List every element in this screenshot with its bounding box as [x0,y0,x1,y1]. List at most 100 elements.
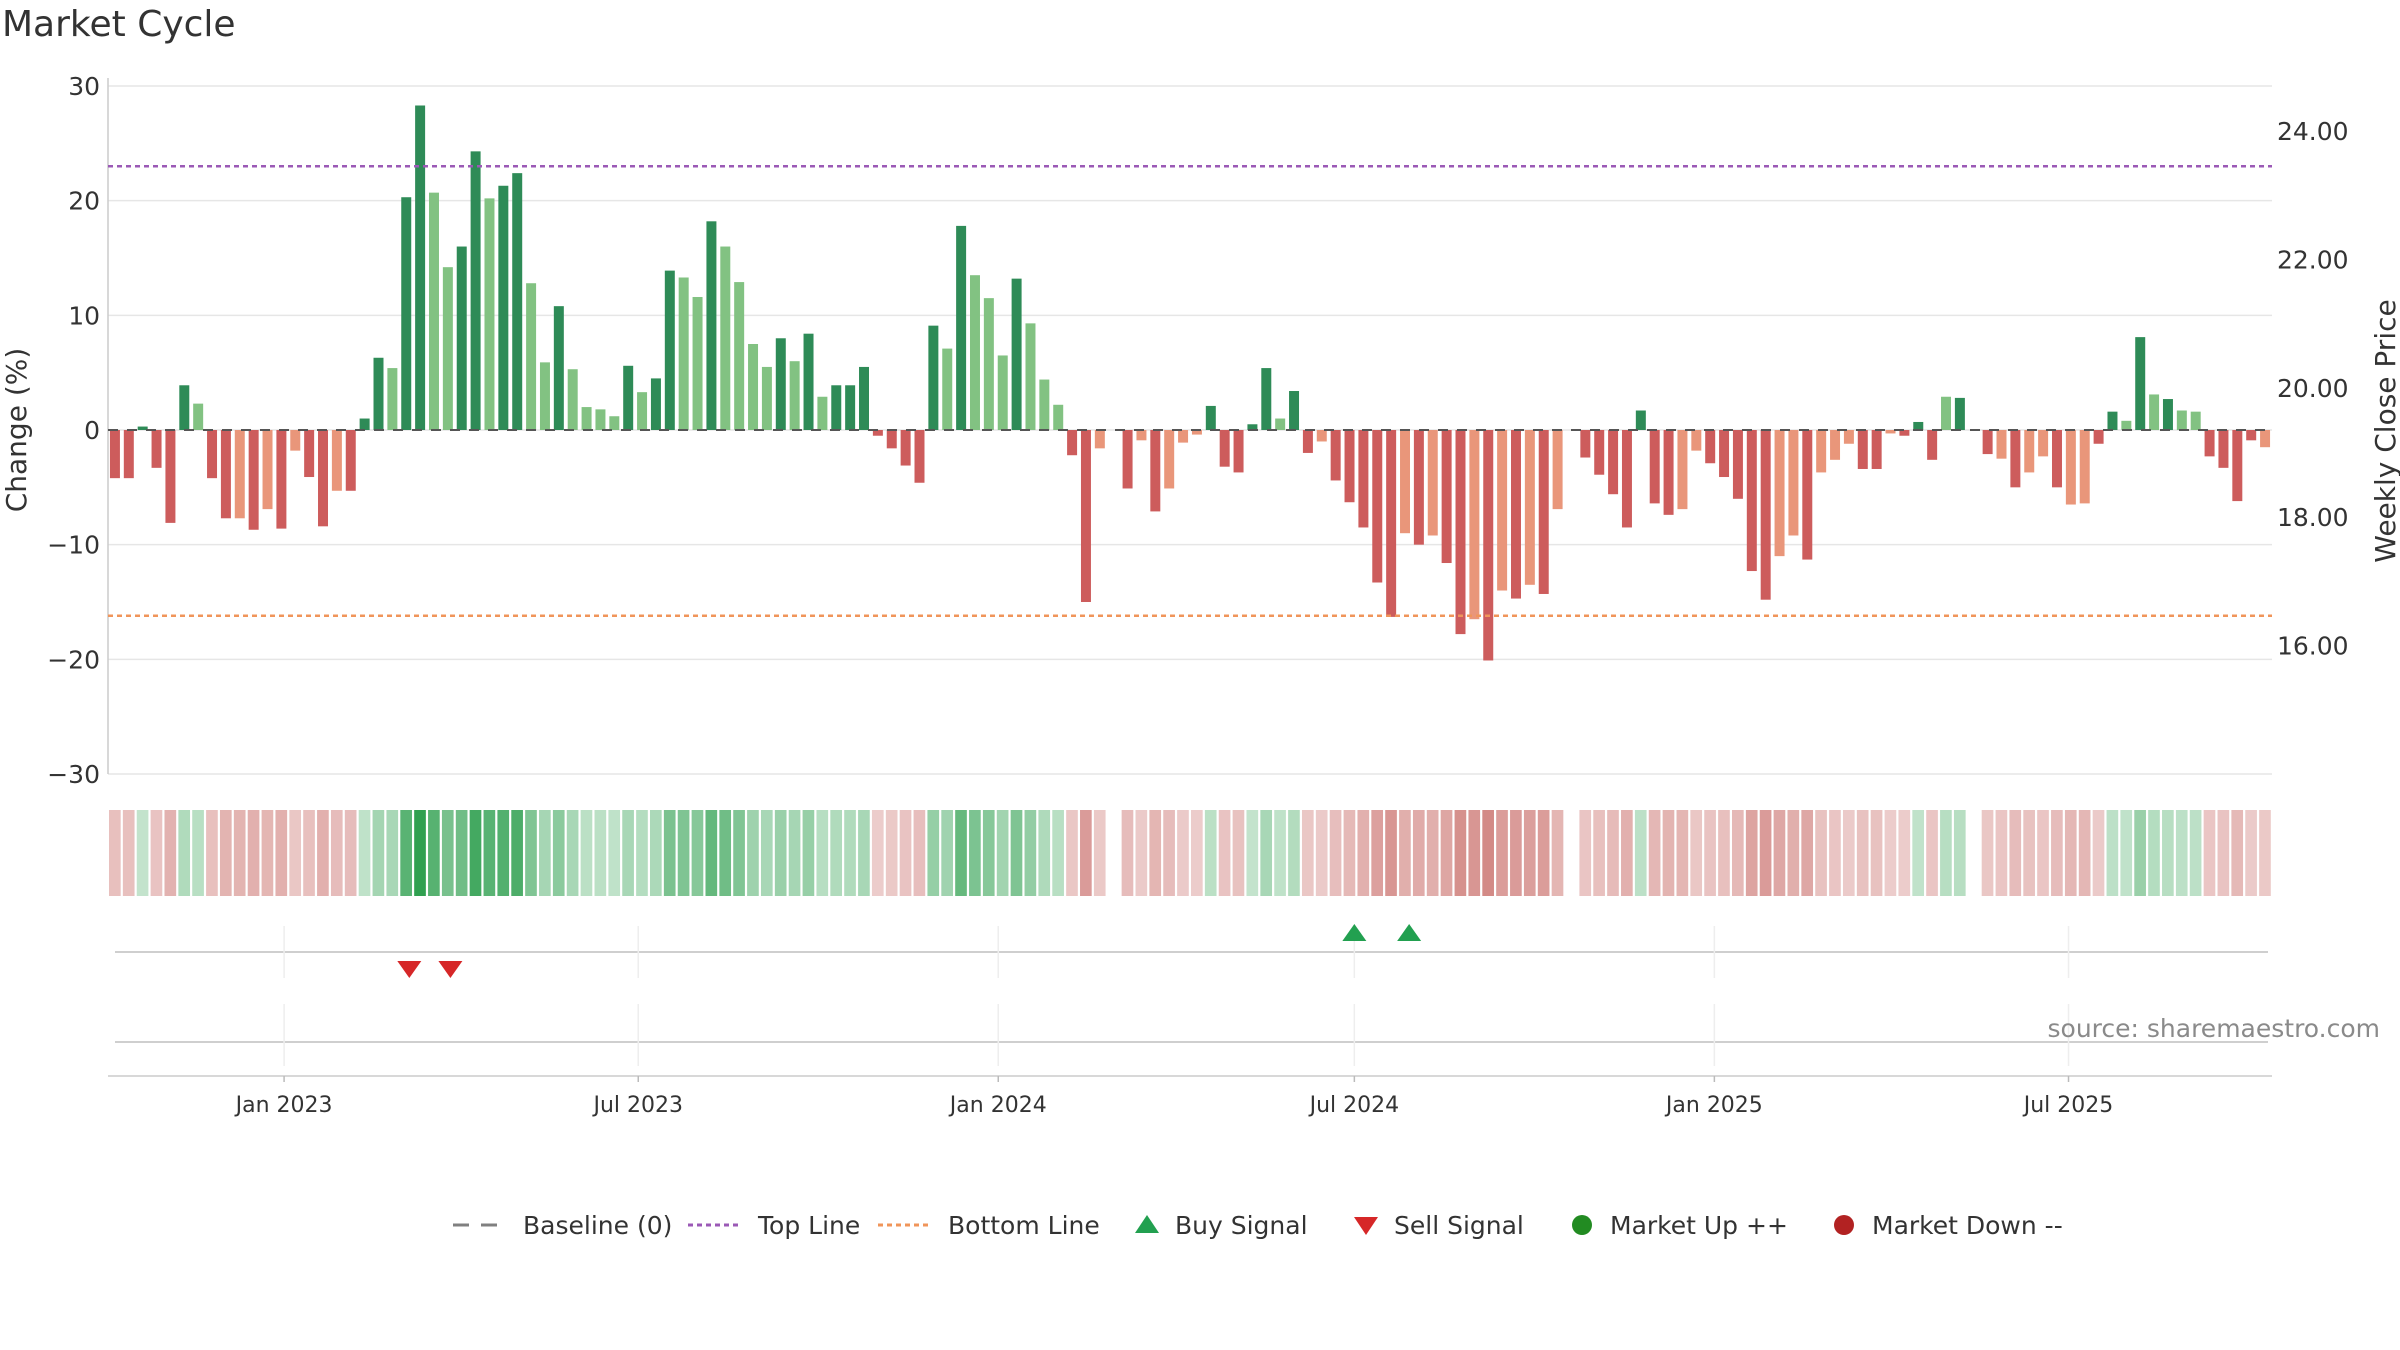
heat-cell [2009,810,2022,896]
bar [956,225,967,430]
heat-cell [1385,810,1397,896]
bar [193,403,204,430]
heat-cell [441,810,454,896]
bar [234,430,245,519]
heat-cell [178,810,191,896]
bar [345,430,356,491]
bar [1455,430,1466,635]
bar [900,430,911,466]
bar [2024,430,2035,473]
heat-cell [663,810,676,896]
bar [581,407,592,430]
heat-cell [1163,810,1175,896]
bar [498,185,509,430]
bar [983,298,994,430]
bar [1830,430,1841,460]
bar [1164,430,1175,489]
bar [1358,430,1369,528]
x-tick-label: Jul 2024 [1308,1093,1400,1118]
bar [2051,430,2062,488]
heat-cell [497,810,510,896]
legend-marker-buy [1135,1215,1159,1233]
heat-cell [2162,810,2174,896]
bar [2135,337,2146,430]
heat-cell [2078,810,2091,896]
bar [2204,430,2215,457]
bar [484,198,495,430]
heat-cell [1870,810,1883,896]
bar [1552,430,1563,510]
bar [1732,430,1743,499]
bar [1857,430,1868,469]
bar [748,344,759,430]
x-tick-label: Jan 2024 [948,1093,1047,1118]
bar [1483,430,1494,661]
bar [2093,430,2104,444]
bar [859,366,870,430]
heat-cell [719,810,732,896]
bar [1191,430,1202,435]
heat-cell [2023,810,2035,896]
heat-cell [1940,810,1952,896]
bar [1330,430,1341,481]
heat-cell [1856,810,1869,896]
y-tick-label-left: 10 [68,301,100,330]
heat-cell [539,810,551,896]
bar [803,333,814,430]
heat-cell [1510,810,1522,896]
heat-cell [1343,810,1356,896]
bar [1205,405,1216,430]
heat-cell [1912,810,1925,896]
bar [137,426,148,430]
bar [1941,396,1952,430]
heat-cell [691,810,704,896]
heat-cell [261,810,274,896]
heat-cell [192,810,204,896]
bar [387,368,398,430]
heat-cell [164,810,177,896]
bar [2079,430,2090,504]
heat-cell [469,810,482,896]
bar [1996,430,2007,459]
heat-cell [1010,810,1023,896]
heat-cell [317,810,329,896]
bar [220,430,231,519]
bar [1400,430,1411,534]
heat-cell [2051,810,2063,896]
bar [1608,430,1619,495]
source-label: source: sharemaestro.com [2047,1014,2381,1043]
bar [1316,430,1327,442]
heat-cell [2064,810,2077,896]
heat-cell [913,810,926,896]
heat-cell [1093,810,1106,896]
heat-cell [1038,810,1051,896]
heat-cell [1995,810,2008,896]
heat-cell [1662,810,1675,896]
y-axis-title-right: Weekly Close Price [2369,299,2400,562]
bar [1899,430,1910,436]
legend-label: Bottom Line [948,1211,1100,1240]
bar [1510,430,1521,599]
bar [734,282,745,430]
heat-cell [1829,810,1841,896]
bar [2232,430,2243,502]
heat-cell [344,810,357,896]
heat-cell [247,810,260,896]
heat-cell [1149,810,1162,896]
bar [331,430,342,491]
heat-cell [1926,810,1938,896]
x-tick-label: Jan 2025 [1664,1093,1763,1118]
heat-cell [2092,810,2105,896]
bar [1677,430,1688,510]
heat-cell [1579,810,1592,896]
heat-cell [2245,810,2257,896]
heat-cell [455,810,468,896]
heat-cell [1718,810,1730,896]
bar [595,409,606,430]
x-tick-label: Jul 2025 [2022,1093,2114,1118]
heat-cell [2217,810,2230,896]
heat-cell [955,810,967,896]
heat-cell [705,810,718,896]
heat-cell [1260,810,1273,896]
